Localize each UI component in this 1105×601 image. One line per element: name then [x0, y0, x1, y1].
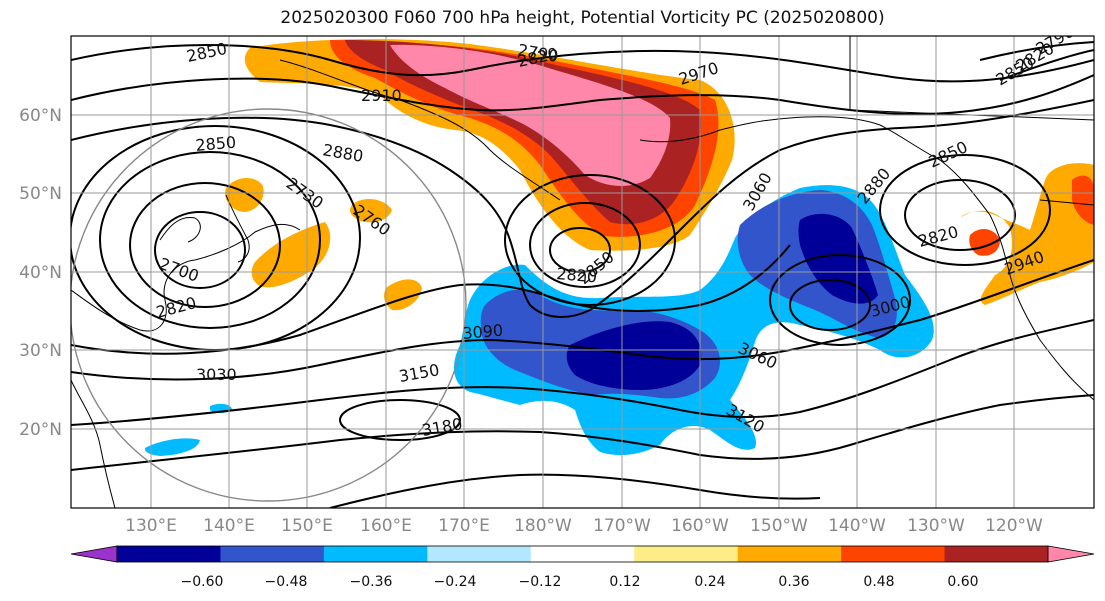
lon-label: 150°E	[281, 516, 333, 536]
colorbar-cell	[634, 546, 739, 562]
positive-pv-region-west	[225, 177, 422, 311]
lat-label: 30°N	[19, 341, 62, 361]
lat-label: 20°N	[19, 420, 62, 440]
contour-label: 2910	[361, 86, 402, 105]
colorbar-cell	[737, 546, 842, 562]
colorbar-tick-label: −0.36	[350, 574, 393, 590]
colorbar-cell	[944, 546, 1049, 562]
lon-label: 150°W	[750, 516, 808, 536]
colorbar-cell	[530, 546, 635, 562]
lat-label: 40°N	[19, 263, 62, 283]
lon-label: 160°E	[360, 516, 412, 536]
lon-label: 160°W	[671, 516, 729, 536]
colorbar-tick-label: −0.12	[519, 574, 562, 590]
colorbar-tick-labels: −0.60 −0.48 −0.36 −0.24 −0.12 0.12 0.24 …	[181, 574, 979, 590]
latitude-labels: 60°N 50°N 40°N 30°N 20°N	[19, 106, 62, 440]
colorbar-tick-label: 0.36	[778, 574, 809, 590]
positive-pv-region-north	[244, 39, 735, 251]
grey-circle-outline	[71, 108, 467, 502]
height-contours	[71, 41, 1094, 508]
colorbar-tick-label: 0.48	[863, 574, 894, 590]
longitude-labels: 130°E 140°E 150°E 160°E 170°E 180°W 170°…	[125, 516, 1043, 536]
lon-label: 170°W	[593, 516, 651, 536]
colorbar-cell	[220, 546, 325, 562]
lon-label: 120°W	[985, 516, 1043, 536]
colorbar-cell	[117, 546, 221, 562]
contour-label: 3030	[196, 365, 237, 384]
lat-label: 60°N	[19, 106, 62, 126]
lat-label: 50°N	[19, 184, 62, 204]
contour-label: 2850	[195, 133, 237, 155]
colorbar-tick-label: −0.24	[434, 574, 477, 590]
lon-label: 130°W	[907, 516, 965, 536]
lon-label: 130°E	[125, 516, 177, 536]
gridlines	[71, 36, 1094, 508]
map-plot-area: 2850 2790 2820 2910 2970 2850 2880 2730 …	[71, 36, 1094, 508]
colorbar-tick-label: −0.48	[265, 574, 308, 590]
lon-label: 140°W	[828, 516, 886, 536]
colorbar-tick-label: 0.24	[694, 574, 725, 590]
colorbar-extend-max	[1047, 545, 1095, 563]
colorbar-tick-label: 0.12	[609, 574, 640, 590]
colorbar-frame	[116, 545, 1049, 563]
colorbar-cell	[427, 546, 532, 562]
map-title: 2025020300 F060 700 hPa height, Potentia…	[280, 8, 885, 28]
colorbar-tick-label: −0.60	[181, 574, 224, 590]
colorbar-tick-label: 0.60	[947, 574, 978, 590]
contour-label: 3090	[462, 321, 504, 343]
lon-label: 170°E	[438, 516, 490, 536]
colorbar-cell	[841, 546, 946, 562]
colorbar-extend-min	[70, 545, 118, 563]
map-frame	[70, 35, 1095, 509]
colorbar: −0.60 −0.48 −0.36 −0.24 −0.12 0.12 0.24 …	[70, 545, 1095, 590]
colorbar-cell	[323, 546, 428, 562]
colorbar-cells	[117, 546, 1049, 562]
lon-label: 180°W	[514, 516, 572, 536]
contour-label: 2820	[556, 264, 598, 286]
lon-label: 140°E	[203, 516, 255, 536]
